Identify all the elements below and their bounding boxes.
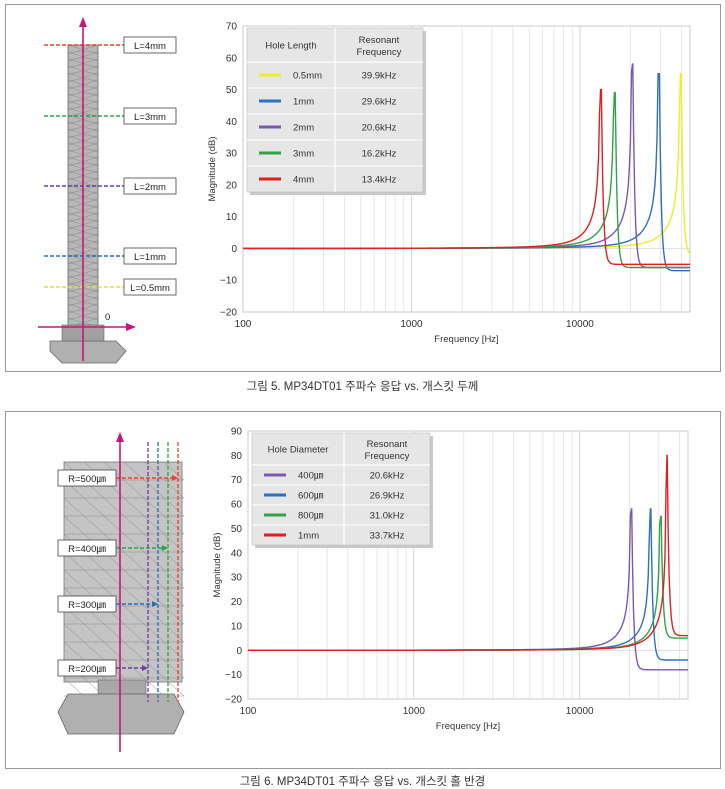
legend-header-left: Hole Length bbox=[265, 41, 316, 52]
y-axis-label: Magnitude (dB) bbox=[212, 533, 223, 598]
arrow-head-icon bbox=[162, 545, 168, 551]
y-axis-label: Magnitude (dB) bbox=[207, 137, 218, 202]
figure-5-caption: 그림 5. MP34DT01 주파수 응답 vs. 개스킷 두께 bbox=[246, 381, 479, 393]
base-neck bbox=[97, 679, 147, 695]
x-axis-label: Frequency [Hz] bbox=[434, 334, 498, 345]
y-tick-label: 60 bbox=[226, 53, 238, 64]
x-tick-label: 10000 bbox=[566, 706, 594, 717]
x-tick-label: 100 bbox=[235, 319, 252, 330]
figure-6-panel: R=500㎛ R=400㎛ R=300㎛ R=200㎛ 90 80 70 60 50 40 30 20… bbox=[5, 411, 721, 769]
legend-value: 26.9kHz bbox=[370, 491, 405, 502]
y-tick-label: −20 bbox=[225, 695, 242, 706]
legend-label: 3mm bbox=[293, 149, 314, 160]
arrow-head-icon bbox=[116, 432, 124, 442]
radius-label: R=200㎛ bbox=[68, 664, 106, 675]
radius-label: R=400㎛ bbox=[68, 544, 106, 555]
x-axis-label: Frequency [Hz] bbox=[436, 721, 500, 732]
legend-header-left: Hole Diameter bbox=[268, 445, 329, 456]
y-tick-label: 10 bbox=[231, 621, 243, 632]
level-label: L=4mm bbox=[134, 41, 166, 52]
legend-header-right: Frequency bbox=[357, 47, 402, 58]
y-tick-label: 30 bbox=[226, 149, 238, 160]
figure-5-svg: L=4mm L=3mm L=2mm L=1mm L=0.5mm 0 70 60 50 40 30 20… bbox=[38, 17, 691, 364]
level-label-box bbox=[123, 247, 177, 265]
diagram-hole-radius: R=500㎛ R=400㎛ R=300㎛ R=200㎛ bbox=[57, 432, 185, 752]
x-tick-label: 1000 bbox=[403, 706, 426, 717]
level-label: L=3mm bbox=[134, 112, 166, 123]
legend-header-right: Frequency bbox=[365, 451, 410, 462]
series-line-4mm bbox=[243, 88, 690, 265]
figure-5-panel: L=4mm L=3mm L=2mm L=1mm L=0.5mm 0 70 60 50 40 30 20… bbox=[5, 4, 721, 372]
y-tick-label: 50 bbox=[226, 85, 238, 96]
y-tick-label: 50 bbox=[231, 524, 243, 535]
level-label-box bbox=[123, 177, 177, 195]
legend-value: 16.2kHz bbox=[362, 149, 397, 160]
y-tick-label: 40 bbox=[226, 117, 238, 128]
radius-label: R=500㎛ bbox=[68, 474, 106, 485]
y-tick-label: 20 bbox=[226, 180, 238, 191]
y-tick-label: 40 bbox=[231, 548, 243, 559]
figure-6-caption: 그림 6. MP34DT01 주파수 응답 vs. 개스킷 홀 반경 bbox=[239, 776, 486, 788]
level-label: L=2mm bbox=[134, 182, 166, 193]
diagram-hole-length: L=4mm L=3mm L=2mm L=1mm L=0.5mm 0 bbox=[38, 17, 177, 364]
y-tick-label: 0 bbox=[236, 646, 242, 657]
y-tick-label: 60 bbox=[231, 500, 243, 511]
level-label: L=1mm bbox=[134, 252, 166, 263]
legend-value: 39.9kHz bbox=[362, 71, 397, 82]
legend-label: 2mm bbox=[293, 123, 314, 134]
level-label-box bbox=[123, 36, 177, 54]
y-tick-label: −10 bbox=[220, 276, 237, 287]
legend-header-right: Resonant bbox=[367, 439, 408, 450]
microphone-base bbox=[57, 693, 185, 735]
radius-label: R=300㎛ bbox=[68, 600, 106, 611]
legend-value: 13.4kHz bbox=[362, 175, 397, 186]
legend-label: 1mm bbox=[298, 531, 319, 542]
origin-label: 0 bbox=[105, 312, 110, 323]
legend-label: 600㎛ bbox=[298, 491, 324, 502]
y-tick-label: 70 bbox=[226, 22, 238, 33]
legend-background bbox=[251, 432, 431, 546]
legend-label: 1mm bbox=[293, 97, 314, 108]
legend-value: 33.7kHz bbox=[370, 531, 405, 542]
legend-label: 400㎛ bbox=[298, 471, 324, 482]
gasket-block bbox=[63, 461, 183, 683]
x-tick-label: 100 bbox=[240, 706, 257, 717]
figure-6-svg: R=500㎛ R=400㎛ R=300㎛ R=200㎛ 90 80 70 60 50 40 30 20… bbox=[57, 427, 689, 752]
y-tick-label: −10 bbox=[225, 670, 242, 681]
legend-header-right: Resonant bbox=[359, 35, 400, 46]
legend-label: 4mm bbox=[293, 175, 314, 186]
legend-value: 20.6kHz bbox=[370, 471, 405, 482]
legend-value: 29.6kHz bbox=[362, 97, 397, 108]
legend-label: 0.5mm bbox=[293, 71, 322, 82]
x-tick-label: 1000 bbox=[400, 319, 423, 330]
y-tick-label: −20 bbox=[220, 308, 237, 319]
y-tick-label: 80 bbox=[231, 451, 243, 462]
arrow-head-icon bbox=[126, 323, 136, 331]
level-label-box bbox=[123, 107, 177, 125]
arrow-head-icon bbox=[152, 601, 158, 607]
microphone-base bbox=[49, 340, 127, 364]
x-tick-label: 10000 bbox=[566, 319, 594, 330]
arrow-head-icon bbox=[142, 665, 148, 671]
y-tick-label: 10 bbox=[226, 212, 238, 223]
series-line-1mm bbox=[248, 454, 688, 651]
arrow-head-icon bbox=[172, 475, 178, 481]
level-label: L=0.5mm bbox=[130, 283, 170, 294]
arrow-head-icon bbox=[79, 17, 87, 27]
y-tick-label: 20 bbox=[231, 597, 243, 608]
legend-value: 31.0kHz bbox=[370, 511, 405, 522]
level-label-box bbox=[123, 278, 177, 296]
y-tick-label: 30 bbox=[231, 573, 243, 584]
y-tick-label: 90 bbox=[231, 427, 243, 438]
legend-label: 800㎛ bbox=[298, 511, 324, 522]
y-tick-label: 70 bbox=[231, 475, 243, 486]
y-tick-label: 0 bbox=[231, 244, 237, 255]
legend-value: 20.6kHz bbox=[362, 123, 397, 134]
